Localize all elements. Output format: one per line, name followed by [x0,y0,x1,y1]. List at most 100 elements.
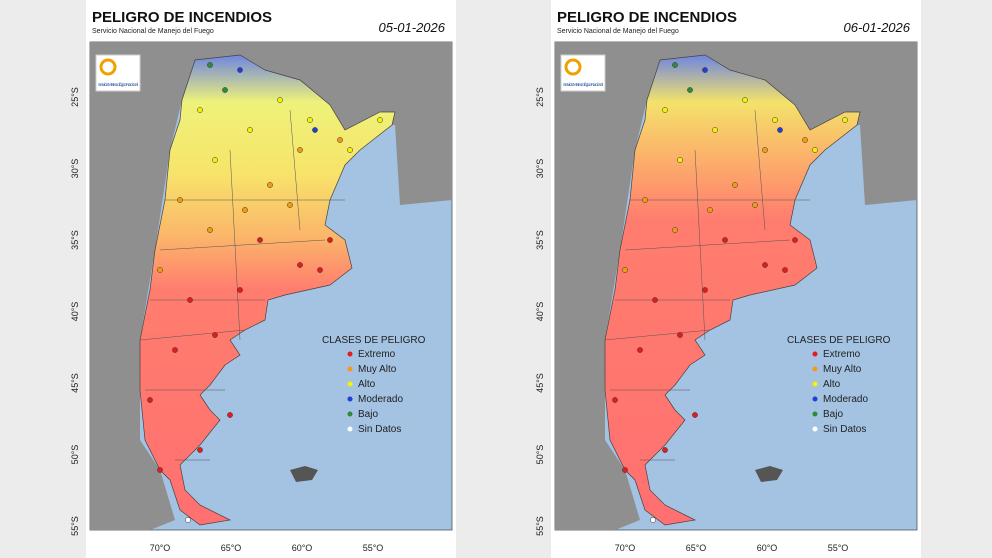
station-dot [612,397,618,403]
x-axis-label: 60°O [757,543,778,553]
station-dot [762,262,768,268]
provinces [139,109,345,461]
legend-swatch [812,351,818,357]
station-dot [842,117,848,123]
legend-label: Muy Alto [823,364,862,375]
legend-label: Alto [358,379,376,390]
legend-title: CLASES DE PELIGRO [787,335,891,346]
station-dot [637,347,643,353]
legend-label: Sin Datos [358,424,401,435]
legend-label: Bajo [823,409,843,420]
legend-swatch [347,381,353,387]
map-title: PELIGRO DE INCENDIOS [92,9,272,26]
station-dot [185,517,191,523]
station-dot [812,147,818,153]
legend-swatch [812,426,818,432]
station-dot [707,207,713,213]
legend-swatch [812,366,818,372]
station-dot [677,157,683,163]
map-date: 06-01-2026 [844,20,911,35]
station-dot [672,62,678,68]
legend-swatch [347,351,353,357]
station-dot [712,127,718,133]
islands [290,466,318,482]
y-axis-label: 35°S [535,230,545,250]
station-dot [187,297,193,303]
station-dot [212,157,218,163]
station-dot [622,467,628,473]
y-axis-label: 40°S [535,302,545,322]
station-dot [742,97,748,103]
station-dot [702,67,708,73]
station-dot [772,117,778,123]
legend-title: CLASES DE PELIGRO [322,335,426,346]
y-axis-label: 25°S [535,87,545,107]
station-dot [327,237,333,243]
station-dot [247,127,253,133]
y-axis-label: 50°S [535,445,545,465]
station-dot [197,447,203,453]
legend-swatch [812,396,818,402]
station-dot [802,137,808,143]
station-dot [237,67,243,73]
legend-swatch [347,366,353,372]
x-axis-label: 55°O [828,543,849,553]
y-axis-label: 55°S [70,516,80,536]
legend-swatch [347,426,353,432]
station-dot [197,107,203,113]
legend-label: Sin Datos [823,424,866,435]
station-dot [222,87,228,93]
station-dot [782,267,788,273]
station-dot [762,147,768,153]
station-dot [752,202,758,208]
station-dot [242,207,248,213]
y-axis-label: 25°S [70,87,80,107]
station-dot [777,127,783,133]
station-dot [642,197,648,203]
station-dot [312,127,318,133]
station-dot [732,182,738,188]
legend-label: Muy Alto [358,364,397,375]
station-dot [662,447,668,453]
legend-label: Bajo [358,409,378,420]
argentina [604,54,861,526]
islands [755,466,783,482]
legend-swatch [812,411,818,417]
y-axis-label: 30°S [70,159,80,179]
legend-label: Extremo [823,349,861,360]
station-dot [650,517,656,523]
y-axis-label: 30°S [535,159,545,179]
station-dot [287,202,293,208]
station-dot [317,267,323,273]
legend-label: Moderado [358,394,403,405]
station-dot [377,117,383,123]
station-dot [692,412,698,418]
map-date: 05-01-2026 [379,20,446,35]
x-axis-label: 55°O [363,543,384,553]
y-axis-label: 35°S [70,230,80,250]
station-dot [277,97,283,103]
legend-swatch [812,381,818,387]
station-dot [672,227,678,233]
x-axis-label: 65°O [686,543,707,553]
station-dot [157,267,163,273]
logo-icon [564,58,582,76]
station-dot [237,287,243,293]
station-dot [297,262,303,268]
legend-swatch [347,396,353,402]
x-axis-label: 70°O [615,543,636,553]
x-axis-label: 60°O [292,543,313,553]
station-dot [722,237,728,243]
y-axis-label: 45°S [70,373,80,393]
station-dot [622,267,628,273]
station-dot [337,137,343,143]
station-dot [792,237,798,243]
station-dot [207,227,213,233]
provinces [604,109,810,461]
map-subtitle: Servicio Nacional de Manejo del Fuego [92,28,214,35]
station-dot [157,467,163,473]
station-dot [307,117,313,123]
y-axis-label: 40°S [70,302,80,322]
y-axis-label: 50°S [70,445,80,465]
